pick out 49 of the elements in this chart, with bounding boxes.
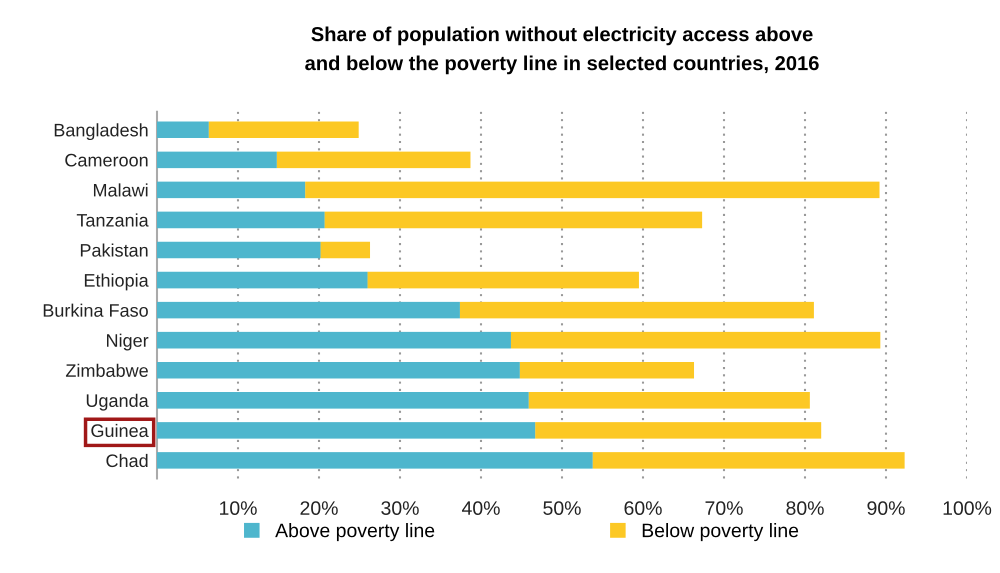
bar — [157, 122, 209, 138]
bar — [157, 272, 368, 288]
x-tick-label: 80% — [786, 501, 824, 515]
y-tick-label: Chad — [106, 454, 148, 468]
bar — [157, 392, 529, 409]
bar — [157, 422, 536, 439]
bar — [157, 452, 593, 469]
y-tick-label: Zimbabwe — [66, 364, 148, 377]
y-tick-label: Ethiopia — [84, 274, 149, 290]
y-tick-label: Burkina Faso — [44, 304, 148, 317]
x-tick-label: 90% — [867, 501, 905, 515]
x-tick-label: 70% — [706, 501, 743, 515]
bar — [510, 332, 880, 348]
bar — [528, 392, 810, 409]
y-tick-label: Guinea — [91, 424, 149, 438]
bar — [368, 272, 639, 288]
legend-label: Above poverty line — [275, 523, 434, 542]
bar — [592, 452, 905, 469]
bar — [276, 152, 470, 168]
y-tick-label: Tanzania — [76, 213, 149, 227]
bar — [157, 242, 321, 258]
bar — [157, 212, 325, 228]
bar — [535, 422, 822, 439]
x-tick-label: 50% — [543, 501, 581, 515]
bar — [157, 332, 511, 348]
bar — [324, 212, 702, 228]
bar — [157, 182, 306, 198]
bar — [320, 242, 370, 258]
y-tick-label: Bangladesh — [54, 123, 148, 140]
x-tick-label: 30% — [381, 501, 419, 515]
bar — [157, 302, 460, 318]
y-tick-label: Niger — [107, 334, 148, 350]
bar — [157, 152, 277, 168]
y-tick-label: Uganda — [86, 394, 149, 411]
bar — [208, 122, 359, 138]
bar — [460, 302, 814, 318]
x-tick-label: 100% — [944, 501, 992, 515]
x-tick-label: 40% — [462, 501, 500, 515]
x-tick-label: 20% — [300, 501, 338, 515]
bar — [305, 182, 880, 198]
x-tick-label: 60% — [624, 501, 662, 515]
legend-label: Below poverty line — [642, 523, 798, 542]
bar — [520, 362, 694, 379]
y-tick-label: Pakistan — [80, 243, 148, 257]
bar — [157, 362, 520, 379]
chart-title: Share of population without electricity access above and below the poverty line in selected countries, 2016 — [305, 26, 819, 74]
y-tick-label: Cameroon — [65, 154, 148, 167]
y-tick-label: Malawi — [94, 183, 148, 197]
x-tick-label: 10% — [220, 501, 257, 515]
